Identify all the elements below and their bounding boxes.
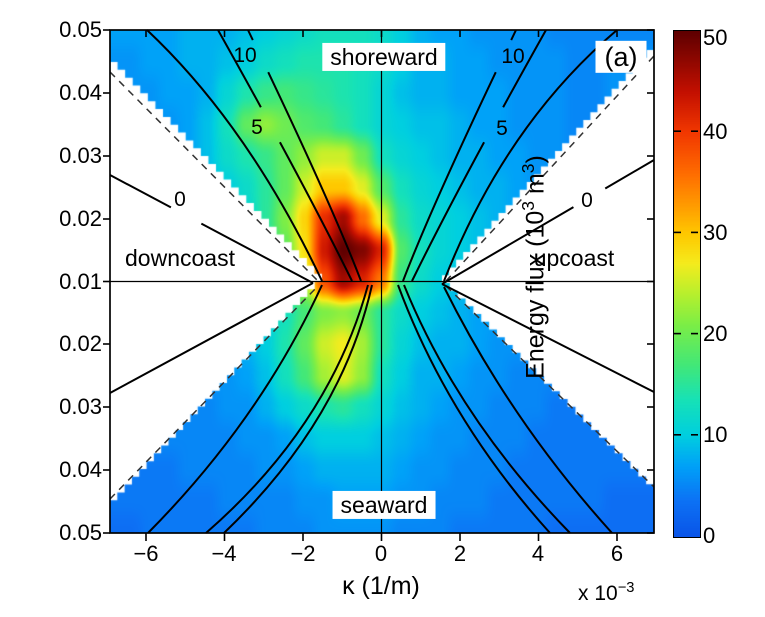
x-axis-label-text: κ (1/m): [342, 571, 420, 600]
x-tick-label: 2: [453, 541, 467, 566]
x-tick-label: −2: [290, 541, 316, 566]
contour-label-10-right: 10: [501, 44, 525, 68]
colorbar-label-suffix: ): [521, 155, 550, 164]
x-tick-label: −4: [211, 541, 237, 566]
y-tick-label: 0.02: [59, 206, 102, 231]
x-axis-label: κ (1/m): [342, 573, 420, 599]
contour-label-10-left: 10: [233, 43, 257, 67]
colorbar-tick-label: 0: [703, 523, 716, 548]
axis-ticks: [103, 29, 654, 541]
y-tick-label: 0.04: [59, 80, 102, 105]
seaward-annotation: seaward: [332, 490, 436, 520]
y-tick-label: 0.02: [59, 331, 102, 356]
colorbar-label-sup2: 3: [518, 163, 539, 174]
x-multiplier-exponent: −3: [617, 580, 635, 596]
x-tick-label: 6: [610, 541, 624, 566]
colorbar-tick-label: 10: [703, 422, 728, 447]
colorbar-tick-label: 40: [703, 119, 728, 144]
y-tick-label: 0.03: [59, 143, 102, 168]
shoreward-annotation: shoreward: [322, 42, 446, 72]
y-tick-label: 0.01: [59, 269, 102, 294]
contour-label-5-right: 5: [496, 116, 508, 140]
mode5-mode10-curves: [205, 29, 571, 534]
x-tick-label: 0: [374, 541, 388, 566]
contour-label-0-right: 0: [581, 188, 593, 212]
upcoast-annotation: upcoast: [533, 244, 615, 271]
colorbar-tick-label: 20: [703, 321, 728, 346]
colorbar-label-sup1: 3: [518, 200, 539, 211]
colorbar-label-mid: m: [521, 173, 550, 201]
downcoast-annotation: downcoast: [125, 244, 235, 271]
colorbar-tick-label: 50: [703, 25, 728, 50]
y-tick-label: 0.03: [59, 394, 102, 419]
panel-label: (a): [595, 40, 647, 74]
x-axis-multiplier: x 10−3: [578, 580, 635, 605]
x-multiplier-base: x 10: [578, 582, 618, 605]
colorbar-label-prefix: Energy flux (10: [521, 210, 550, 379]
edge-dispersion-curves: [146, 29, 618, 534]
colorbar-tick-label: 30: [703, 220, 728, 245]
contour-label-5-left: 5: [251, 115, 263, 139]
mode0-lines: [109, 159, 655, 394]
x-tick-label: −6: [133, 541, 159, 566]
y-tick-label: 0.05: [59, 17, 102, 42]
dashed-cutoff-lines: [109, 55, 655, 500]
y-tick-label: 0.05: [59, 520, 102, 545]
colorbar: [673, 30, 701, 538]
colorbar-ticks: [674, 130, 698, 436]
x-tick-label: 4: [531, 541, 545, 566]
y-tick-label: 0.04: [59, 457, 102, 482]
contour-label-0-left: 0: [174, 187, 186, 211]
